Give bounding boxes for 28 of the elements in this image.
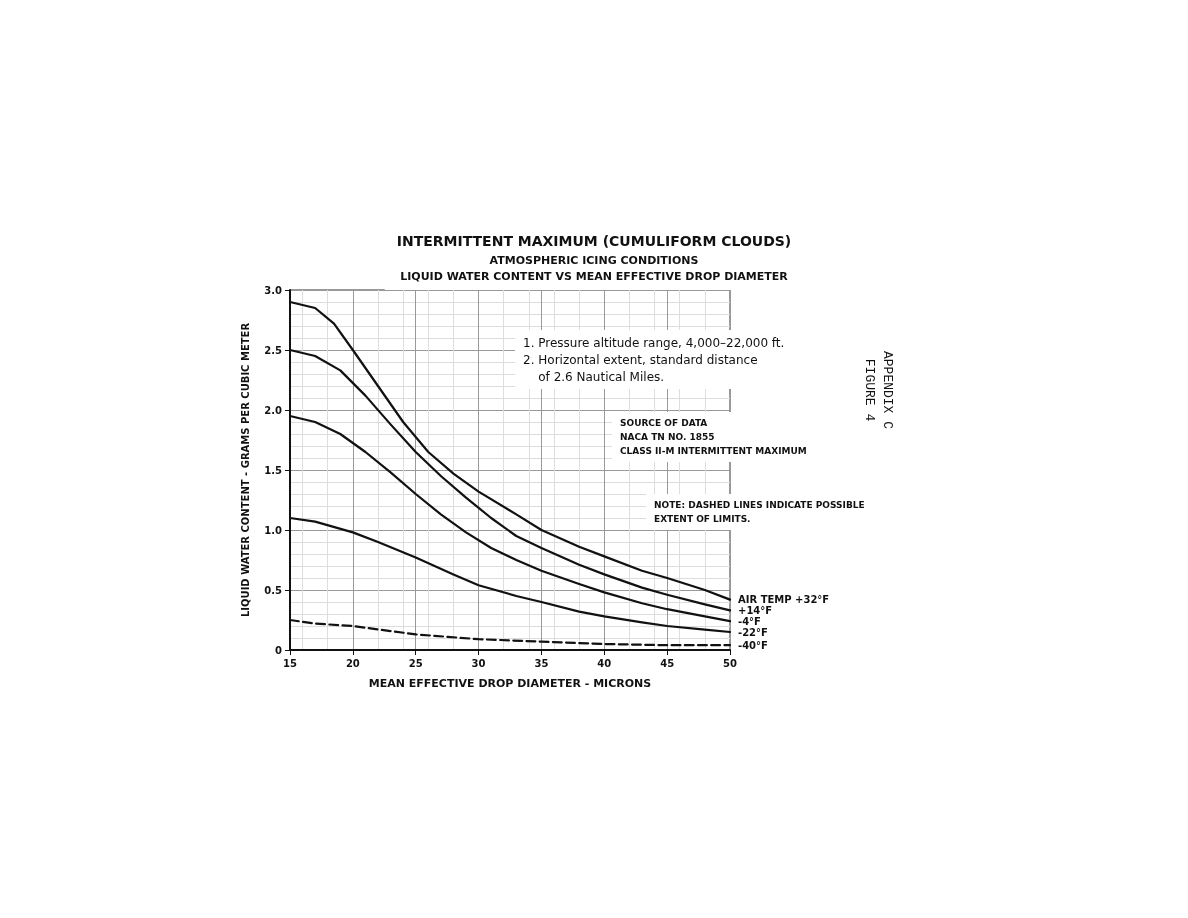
annotation: SOURCE OF DATA NACA TN NO. 1855 CLASS II-M INTERMITTENT MAXIMUM [620, 418, 807, 456]
x-tick-label: 35 [534, 657, 549, 669]
x-axis-title: MEAN EFFECTIVE DROP DIAMETER - MICRONS [368, 677, 652, 690]
chart-title: INTERMITTENT MAXIMUM (CUMULIFORM CLOUDS) [396, 233, 792, 249]
series-label: -4°F [738, 615, 761, 627]
chart-subtitle: ATMOSPHERIC ICING CONDITIONS LIQUID WATER CONTENT VS MEAN EFFECTIVE DROP DIAMETER [400, 253, 789, 283]
x-tick-label: 15 [283, 657, 297, 669]
x-tick-label: 50 [723, 657, 737, 669]
x-tick-label: 30 [471, 657, 486, 669]
y-tick-label: 1.5 [264, 464, 283, 476]
y-tick-label: 2.5 [264, 344, 283, 356]
y-axis-title: LIQUID WATER CONTENT - GRAMS PER CUBIC METER [239, 322, 251, 618]
x-tick-label: 20 [345, 657, 360, 669]
series-label: -40°F [738, 639, 768, 651]
y-tick-label: 3.0 [264, 284, 283, 296]
x-tick-label: 25 [408, 657, 423, 669]
text: APPENDIX C FIGURE 4 [861, 350, 895, 430]
x-tick-label: 40 [597, 657, 612, 669]
x-tick-label: 45 [660, 657, 675, 669]
y-tick-label: 0 [275, 644, 283, 656]
annotation: NOTE: DASHED LINES INDICATE POSSIBLE EXTENT OF LIMITS. [654, 500, 865, 524]
annotation: 1. Pressure altitude range, 4,000–22,000 ft. 2. Horizontal extent, standard distance of 2.6 Nautical Miles. [523, 335, 785, 384]
series-label: +14°F [738, 604, 773, 616]
series-label: -22°F [738, 626, 768, 638]
y-tick-label: 0.5 [264, 584, 283, 596]
series-label: AIR TEMP +32°F [738, 594, 830, 606]
y-tick-label: 2.0 [264, 404, 283, 416]
y-tick-label: 1.0 [264, 524, 283, 536]
